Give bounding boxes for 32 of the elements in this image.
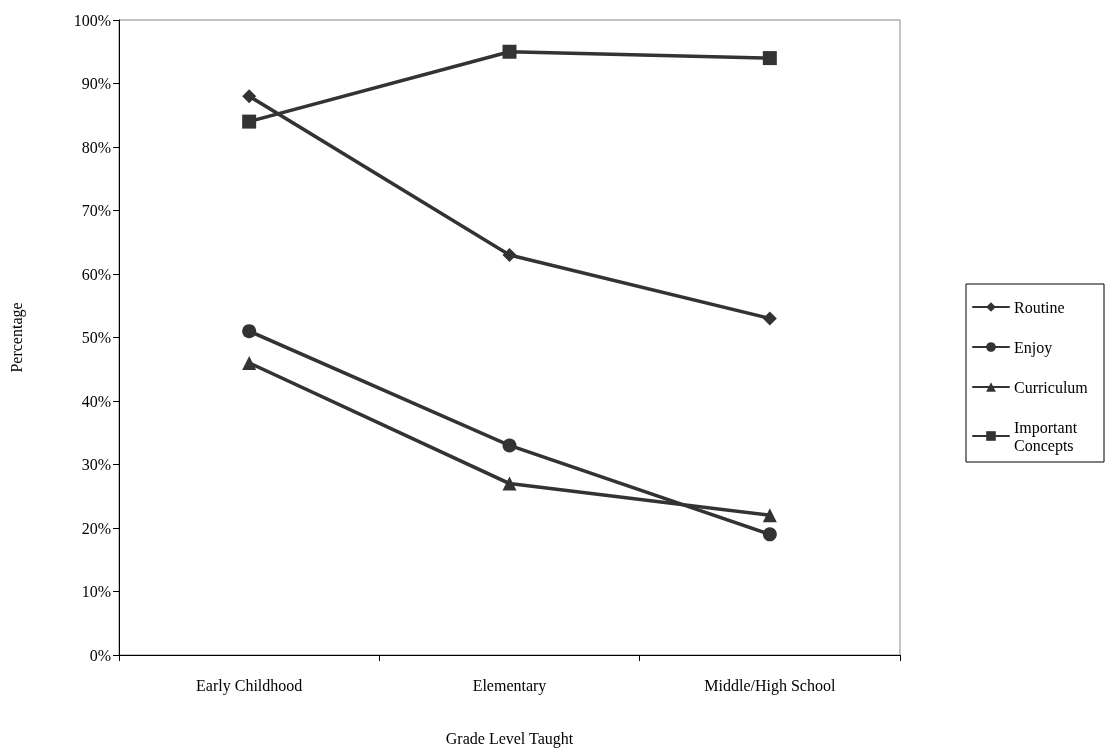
legend-label: Important Concepts xyxy=(1014,418,1082,455)
point xyxy=(762,311,777,326)
point xyxy=(762,51,777,66)
point xyxy=(502,438,517,453)
legend-label: Routine xyxy=(1014,298,1065,316)
x-axis-title: Grade Level Taught xyxy=(445,729,574,748)
y-tick-label: 90% xyxy=(81,75,111,92)
y-axis-title: Percentage xyxy=(7,302,26,373)
y-tick-label: 70% xyxy=(81,202,111,219)
point xyxy=(502,247,517,262)
y-tick-label: 60% xyxy=(81,265,111,283)
point xyxy=(502,44,517,59)
point xyxy=(242,114,257,129)
point xyxy=(762,527,777,542)
point xyxy=(762,508,777,523)
y-tick-label: 40% xyxy=(81,392,111,410)
y-tick-label: 30% xyxy=(81,456,111,473)
x-tick-label: Early Childhood xyxy=(196,676,303,695)
y-tick-label: 80% xyxy=(81,138,111,156)
x-tick-label: Elementary xyxy=(472,676,547,695)
y-tick-label: 20% xyxy=(81,519,111,537)
y-tick-label: 50% xyxy=(81,329,111,346)
legend-label: Enjoy xyxy=(1014,338,1053,357)
y-tick-label: 10% xyxy=(81,583,111,600)
legend-label: Curriculum xyxy=(1014,378,1089,396)
y-tick-label: 0% xyxy=(89,646,111,664)
x-tick-label: Middle/High School xyxy=(704,676,836,695)
point xyxy=(242,355,257,370)
point xyxy=(242,324,257,339)
point xyxy=(242,89,257,104)
point xyxy=(502,476,517,491)
y-tick-label: 100% xyxy=(73,11,111,29)
